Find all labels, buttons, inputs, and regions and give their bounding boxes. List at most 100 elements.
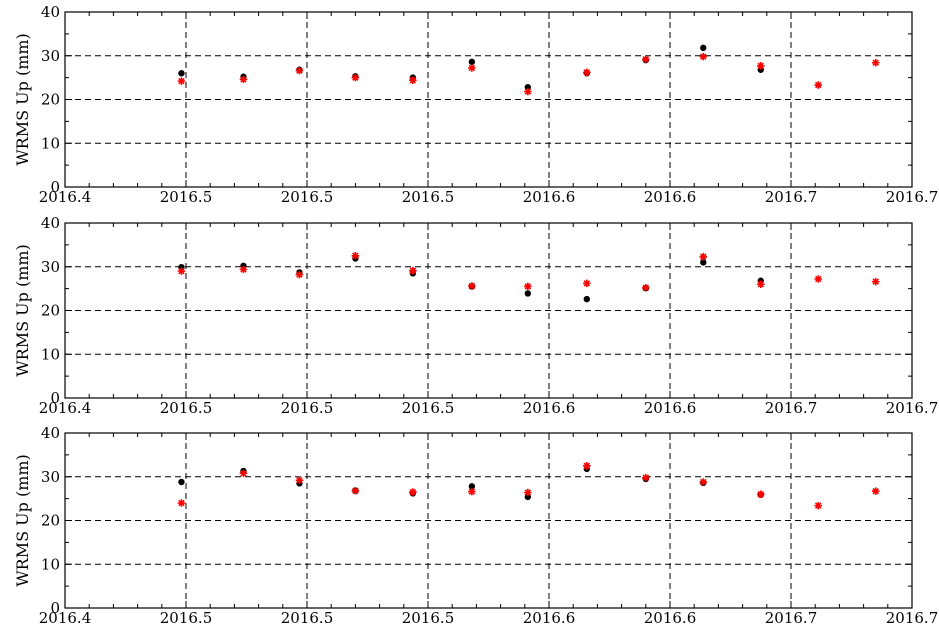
data-point-star: [524, 87, 532, 96]
plot-frame: [64, 11, 913, 188]
y-axis-label: WRMS Up (mm): [13, 33, 32, 166]
y-tick-label: 30: [41, 258, 60, 276]
data-point-star: [239, 75, 248, 84]
data-point-star: [524, 488, 532, 497]
x-tick-label: 2016.4: [39, 399, 92, 417]
data-point-dot: [468, 483, 476, 490]
x-tick-label: 2016.7: [886, 609, 939, 627]
data-point-dot: [524, 290, 532, 297]
data-point-star: [699, 252, 708, 261]
x-tick-label: 2016.6: [644, 609, 697, 627]
x-tick-label: 2016.7: [765, 188, 818, 206]
x-tick-label: 2016.4: [39, 188, 92, 206]
data-point-dot: [524, 84, 532, 91]
y-axis-label: WRMS Up (mm): [13, 244, 32, 377]
x-tick-label: 2016.6: [523, 188, 576, 206]
y-tick-label: 20: [41, 91, 60, 109]
data-point-dot: [178, 478, 185, 486]
x-tick-label: 2016.7: [886, 399, 939, 417]
series-dot: [178, 255, 764, 303]
x-tick-label: 2016.7: [765, 399, 818, 417]
data-point-star: [409, 76, 417, 85]
y-tick-label: 10: [41, 134, 60, 152]
data-point-dot: [468, 58, 476, 66]
data-point-star: [814, 501, 823, 510]
data-point-star: [814, 81, 823, 89]
plot-frame: [64, 432, 913, 609]
data-point-star: [583, 462, 591, 470]
data-point-star: [239, 265, 248, 274]
series-star: [177, 52, 880, 96]
data-point-star: [699, 52, 708, 61]
data-point-star: [295, 270, 304, 279]
data-point-star: [642, 55, 650, 64]
data-point-star: [756, 62, 765, 70]
y-tick-label: 40: [41, 424, 60, 442]
y-tick-label: 20: [41, 302, 60, 320]
x-tick-label: 2016.7: [765, 609, 818, 627]
x-tick-label: 2016.5: [402, 399, 455, 417]
series-star: [177, 462, 880, 510]
x-tick-label: 2016.6: [644, 399, 697, 417]
x-tick-label: 2016.4: [39, 609, 92, 627]
data-point-star: [642, 283, 650, 292]
data-point-star: [409, 266, 417, 275]
chart-panel-3: 0 10 20 30 40 2016.4 2016.5 2016.5 2016.5 2016.6 2…: [13, 424, 938, 627]
y-tick-label: 0: [50, 389, 60, 407]
plot-frame: [64, 222, 913, 399]
data-point-star: [583, 279, 591, 288]
y-tick-label: 10: [41, 345, 60, 363]
data-point-dot: [178, 70, 185, 77]
data-point-star: [756, 490, 765, 499]
y-tick-label: 40: [41, 3, 60, 21]
data-point-star: [295, 66, 304, 75]
data-point-star: [351, 252, 360, 260]
x-tick-label: 2016.5: [402, 188, 455, 206]
data-point-star: [871, 487, 880, 495]
data-point-star: [351, 486, 360, 495]
data-point-star: [239, 469, 248, 478]
data-point-star: [871, 58, 880, 67]
data-point-star: [468, 487, 476, 496]
x-tick-label: 2016.6: [644, 188, 697, 206]
data-point-dot: [700, 259, 707, 266]
data-point-star: [524, 282, 532, 291]
chart-panel-1: 0 10 20 30 40 2016.4 2016.5 2016.5 2016.5 2016.6 2…: [13, 3, 938, 206]
x-tick-label: 2016.5: [281, 399, 334, 417]
data-point-star: [814, 275, 823, 283]
data-point-dot: [524, 493, 532, 501]
data-point-star: [871, 277, 880, 286]
data-point-star: [177, 267, 186, 275]
data-point-star: [177, 499, 186, 507]
data-point-star: [699, 478, 708, 486]
y-tick-label: 0: [50, 599, 60, 617]
x-tick-label: 2016.6: [523, 609, 576, 627]
data-point-star: [468, 64, 476, 72]
x-tick-label: 2016.6: [523, 399, 576, 417]
x-tick-label: 2016.7: [886, 188, 939, 206]
y-tick-label: 10: [41, 555, 60, 573]
data-point-star: [351, 73, 360, 82]
x-tick-label: 2016.5: [160, 609, 213, 627]
data-point-dot: [700, 44, 707, 52]
data-point-star: [756, 280, 765, 289]
x-tick-label: 2016.5: [160, 188, 213, 206]
data-point-star: [295, 476, 304, 485]
data-point-star: [177, 77, 186, 85]
y-tick-label: 40: [41, 214, 60, 232]
y-tick-label: 30: [41, 468, 60, 486]
y-axis-label: WRMS Up (mm): [13, 454, 32, 587]
data-point-star: [409, 488, 417, 496]
y-tick-label: 0: [50, 178, 60, 196]
data-point-star: [642, 473, 650, 482]
data-point-dot: [583, 295, 591, 303]
x-tick-label: 2016.5: [281, 609, 334, 627]
series-star: [177, 252, 880, 292]
y-tick-label: 30: [41, 47, 60, 65]
x-tick-label: 2016.5: [281, 188, 334, 206]
x-tick-label: 2016.5: [160, 399, 213, 417]
data-point-star: [583, 68, 591, 77]
y-tick-label: 20: [41, 512, 60, 530]
data-point-star: [468, 282, 476, 290]
